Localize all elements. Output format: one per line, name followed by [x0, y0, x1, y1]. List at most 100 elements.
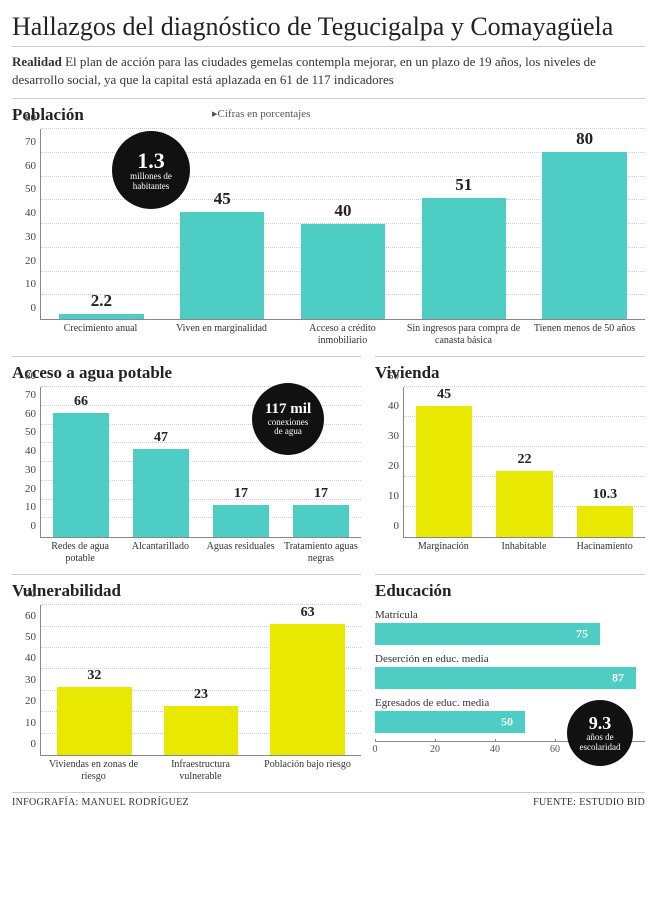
- bar: 40: [283, 129, 404, 319]
- panel-vulnerabilidad: Vulnerabilidad 010203040506070322363Vivi…: [12, 574, 361, 782]
- footer-left-value: MANUEL RODRÍGUEZ: [81, 797, 188, 808]
- panel-title-educacion: Educación: [375, 581, 645, 601]
- bar-value-label: 45: [214, 189, 231, 209]
- bar-value-label: 10.3: [593, 487, 618, 503]
- badge-big: 1.3: [137, 149, 165, 172]
- badge-big: 9.3: [589, 714, 612, 733]
- badge: 117 milconexionesde agua: [252, 383, 324, 455]
- chart-poblacion: 010203040506070802.245405180Crecimiento …: [12, 129, 645, 346]
- ytick: 40: [12, 207, 36, 219]
- bar-value-label: 45: [437, 387, 451, 403]
- bar-rect: [301, 224, 386, 319]
- bar-category-label: Inhabitable: [484, 538, 565, 553]
- bar: 66: [41, 387, 121, 537]
- bar-rect: [496, 471, 552, 537]
- bar-category-label: Población bajo riesgo: [254, 756, 361, 782]
- xtick: 60: [550, 744, 560, 755]
- bar-value-label: 47: [154, 430, 168, 446]
- hbar-label: Matrícula: [375, 609, 645, 621]
- ytick: 10: [375, 490, 399, 502]
- ytick: 0: [12, 738, 36, 750]
- panel-agua: Acceso a agua potable 010203040506070806…: [12, 356, 361, 564]
- bar: 10.3: [565, 387, 645, 537]
- ytick: 70: [12, 389, 36, 401]
- ytick: 60: [12, 160, 36, 172]
- bar-rect: [270, 624, 345, 755]
- hbar-rect: [375, 623, 600, 645]
- ytick: 0: [375, 520, 399, 532]
- bar-value-label: 23: [194, 687, 208, 703]
- ytick: 30: [12, 674, 36, 686]
- bar-rect: [542, 152, 627, 319]
- ytick: 0: [12, 302, 36, 314]
- bar-category-label: Redes de agua potable: [40, 538, 120, 564]
- bar-rect: [416, 406, 472, 537]
- panel-poblacion: Población ▸Cifras en porcentajes 0102030…: [12, 98, 645, 346]
- bar-value-label: 32: [87, 668, 101, 684]
- ytick: 10: [12, 717, 36, 729]
- bar: 32: [41, 605, 148, 755]
- bar-category-label: Alcantarillado: [120, 538, 200, 564]
- badge: 9.3años deescolaridad: [567, 700, 633, 766]
- panel-vivienda: Vivienda 01020304050452210.3MarginaciónI…: [375, 356, 645, 553]
- subtitle-rest: El plan de acción para las ciudades geme…: [12, 54, 596, 87]
- bar-rect: [213, 505, 269, 537]
- bar: 45: [404, 387, 484, 537]
- bar-category-label: Sin ingresos para compra de canasta bási…: [403, 320, 524, 346]
- hbar-value: 75: [576, 627, 588, 642]
- footer-right: FUENTE: ESTUDIO BID: [533, 797, 645, 808]
- bar-value-label: 2.2: [91, 291, 112, 311]
- hbar-label: Deserción en educ. media: [375, 653, 645, 665]
- bar-category-label: Acceso a crédito inmobiliario: [282, 320, 403, 346]
- ytick: 10: [12, 278, 36, 290]
- ytick: 40: [12, 652, 36, 664]
- ytick: 50: [12, 631, 36, 643]
- panel-title-vulnerabilidad: Vulnerabilidad: [12, 581, 361, 601]
- cifras-note: ▸Cifras en porcentajes: [212, 107, 310, 120]
- ytick: 20: [12, 695, 36, 707]
- chart-vulnerabilidad: 010203040506070322363Viviendas en zonas …: [12, 605, 361, 782]
- ytick: 40: [12, 445, 36, 457]
- bar-category-label: Aguas residuales: [201, 538, 281, 564]
- bar-rect: [133, 449, 189, 537]
- hbar-value: 87: [612, 671, 624, 686]
- bar-category-label: Viviendas en zonas de riesgo: [40, 756, 147, 782]
- ytick: 50: [12, 183, 36, 195]
- panel-title-poblacion: Población: [12, 105, 645, 125]
- bar-rect: [180, 212, 265, 319]
- xtick: 0: [373, 744, 378, 755]
- bar-value-label: 51: [455, 175, 472, 195]
- footer: INFOGRAFÍA: MANUEL RODRÍGUEZ FUENTE: EST…: [12, 792, 645, 808]
- bar-rect: [164, 706, 239, 755]
- bar: 23: [148, 605, 255, 755]
- badge-sub2: habitantes: [133, 182, 170, 191]
- subtitle: Realidad El plan de acción para las ciud…: [12, 53, 645, 88]
- ytick: 60: [12, 408, 36, 420]
- bar-rect: [293, 505, 349, 537]
- bar-value-label: 80: [576, 129, 593, 149]
- bar: 51: [403, 129, 524, 319]
- ytick: 30: [375, 430, 399, 442]
- bar-category-label: Crecimiento anual: [40, 320, 161, 346]
- xtick: 40: [490, 744, 500, 755]
- bar-category-label: Hacinamiento: [564, 538, 645, 553]
- ytick: 80: [12, 370, 36, 382]
- ytick: 70: [12, 136, 36, 148]
- chart-agua: 0102030405060708066471717Redes de agua p…: [12, 387, 361, 564]
- bar-value-label: 17: [234, 486, 248, 502]
- footer-right-label: FUENTE:: [533, 797, 576, 808]
- ytick: 50: [12, 426, 36, 438]
- ytick: 20: [12, 483, 36, 495]
- chart-vivienda: 01020304050452210.3MarginaciónInhabitabl…: [375, 387, 645, 553]
- bar: 22: [484, 387, 564, 537]
- footer-left: INFOGRAFÍA: MANUEL RODRÍGUEZ: [12, 797, 189, 808]
- bar-value-label: 17: [314, 486, 328, 502]
- ytick: 10: [12, 501, 36, 513]
- panel-title-vivienda: Vivienda: [375, 363, 645, 383]
- bar-rect: [422, 198, 507, 319]
- chart-educacion: Matrícula75Deserción en educ. media87Egr…: [375, 605, 645, 758]
- bar-category-label: Infraestructura vulnerable: [147, 756, 254, 782]
- badge: 1.3millones dehabitantes: [112, 131, 190, 209]
- ytick: 50: [375, 370, 399, 382]
- bar-category-label: Marginación: [403, 538, 484, 553]
